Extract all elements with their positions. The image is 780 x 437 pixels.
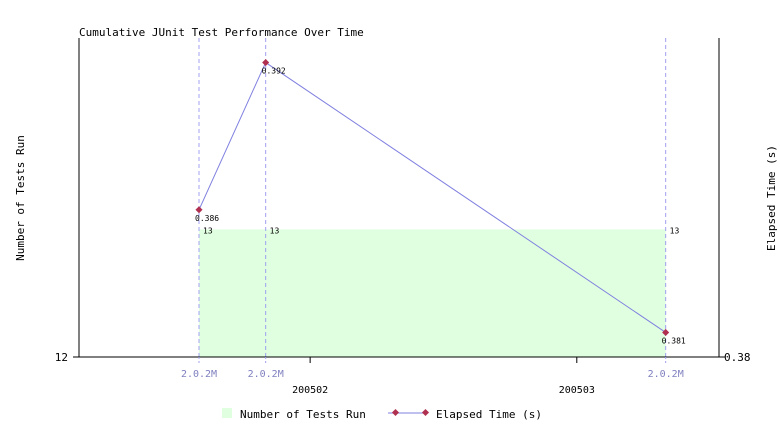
version-labels: 2.0.2M 2.0.2M 2.0.2M <box>181 357 684 380</box>
left-tick-label: 12 <box>55 351 68 364</box>
version-label-3: 2.0.2M <box>648 369 684 380</box>
chart-title: Cumulative JUnit Test Performance Over T… <box>79 26 364 39</box>
version-label-1: 2.0.2M <box>181 369 217 380</box>
tests-area-layer <box>199 229 666 357</box>
elapsed-value-label-1: 0.386 <box>195 214 219 223</box>
legend-swatch-tests <box>222 408 232 418</box>
elapsed-point-1 <box>195 206 203 214</box>
axis-labels: 12 0.38 Number of Tests Run Elapsed Time… <box>14 135 778 364</box>
x-tick-label-1: 200502 <box>292 385 328 396</box>
tests-area <box>199 229 666 357</box>
data-labels: 13 0.386 13 0.392 13 0.381 <box>195 67 686 346</box>
elapsed-value-label-2: 0.392 <box>262 67 286 76</box>
elapsed-points <box>195 59 670 336</box>
plot-area: 13 0.386 13 0.392 13 0.381 <box>78 38 720 358</box>
tests-value-label-2: 13 <box>270 226 280 235</box>
legend-marker-elapsed-left <box>391 408 400 417</box>
elapsed-point-2 <box>262 59 270 67</box>
elapsed-point-3 <box>662 328 670 336</box>
legend-marker-elapsed-right <box>421 408 430 417</box>
tests-value-label-1: 13 <box>203 226 213 235</box>
legend-label-tests: Number of Tests Run <box>240 408 366 421</box>
version-label-2: 2.0.2M <box>248 369 284 380</box>
x-tick-label-2: 200503 <box>559 385 595 396</box>
legend: Number of Tests Run Elapsed Time (s) <box>222 408 542 421</box>
tests-value-label-3: 13 <box>670 226 680 235</box>
left-axis-title: Number of Tests Run <box>14 135 27 261</box>
elapsed-value-label-3: 0.381 <box>662 336 686 345</box>
x-ticks: 200502 200503 <box>292 357 595 396</box>
legend-label-elapsed: Elapsed Time (s) <box>436 408 542 421</box>
right-tick-label: 0.38 <box>724 351 751 364</box>
right-axis-title: Elapsed Time (s) <box>765 145 778 251</box>
